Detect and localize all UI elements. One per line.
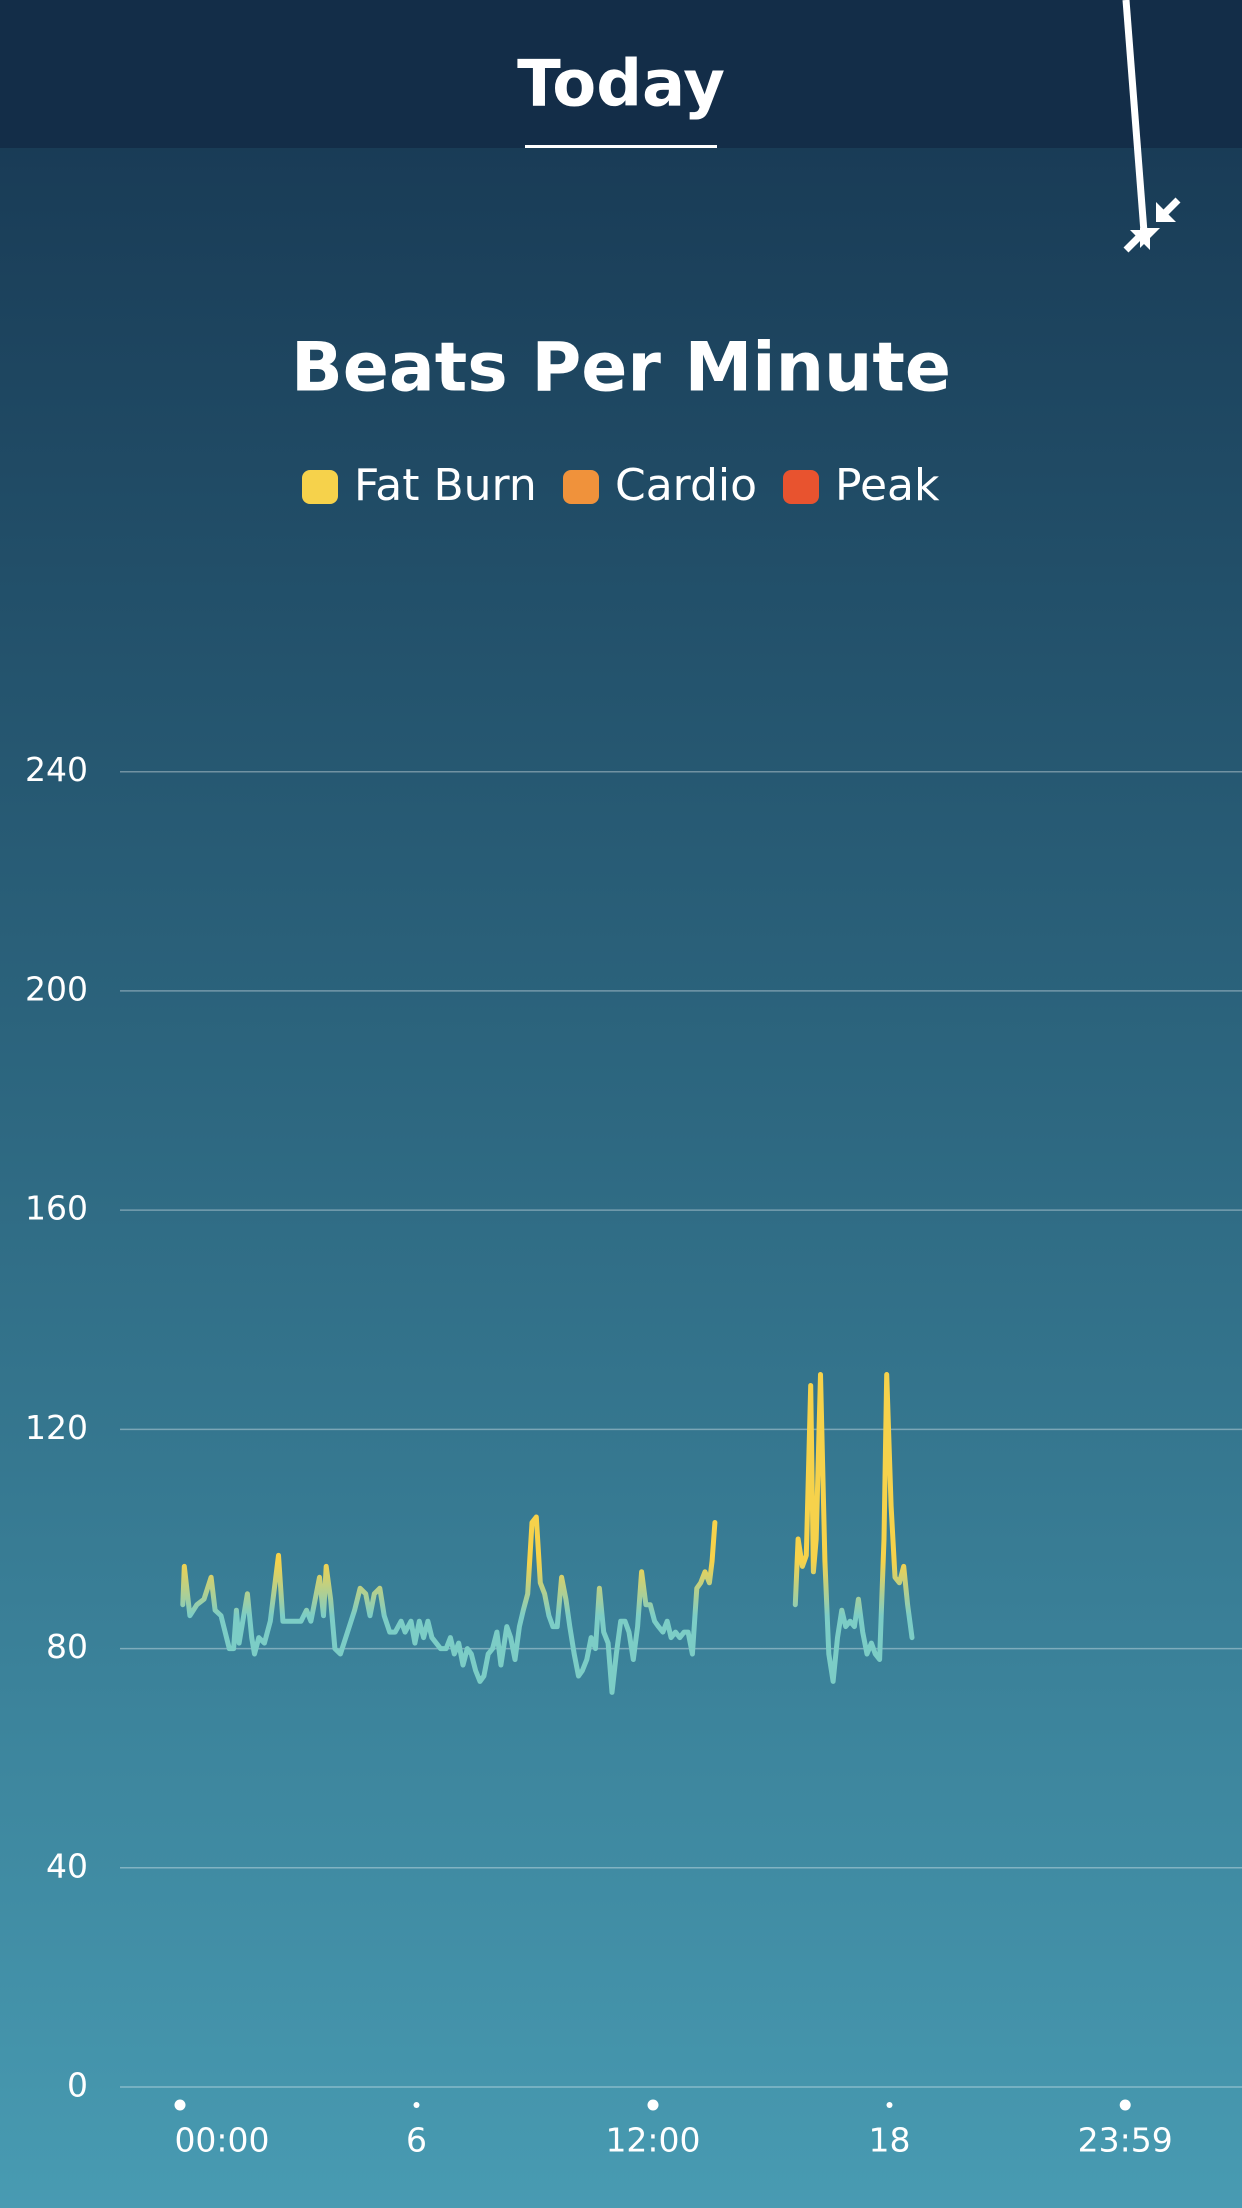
x-tick-dot xyxy=(886,2102,893,2108)
legend-item: Fat Burn xyxy=(302,460,537,511)
legend-swatch xyxy=(783,470,819,504)
x-tick-dot xyxy=(647,2099,659,2111)
x-tick-label: 12:00 xyxy=(605,2121,700,2160)
y-tick-label: 240 xyxy=(25,750,88,789)
y-tick-label: 120 xyxy=(25,1408,88,1447)
y-tick-label: 160 xyxy=(25,1189,88,1228)
collapse-button[interactable] xyxy=(1122,0,1181,253)
x-tick-dot xyxy=(1119,2099,1131,2111)
y-tick-label: 40 xyxy=(46,1846,88,1885)
heart-rate-line xyxy=(180,1372,915,1695)
chart-title: Beats Per Minute xyxy=(291,329,951,408)
x-tick-label: 6 xyxy=(406,2121,427,2160)
x-tick-label: 18 xyxy=(869,2121,911,2160)
legend-label: Peak xyxy=(835,460,940,511)
legend: Fat Burn Cardio Peak xyxy=(302,460,940,511)
x-tick-dot xyxy=(413,2102,420,2108)
x-tick-label: 23:59 xyxy=(1078,2121,1173,2160)
plot-area: 0 40 80 120 160 200 240 00:00 6 12:00 18 23:59 xyxy=(25,750,1242,2160)
legend-swatch xyxy=(302,470,338,504)
tab-today[interactable]: Today xyxy=(517,48,725,122)
tab-underline xyxy=(525,145,717,148)
header-bar xyxy=(0,0,1242,148)
legend-swatch xyxy=(563,470,599,504)
legend-label: Cardio xyxy=(615,460,757,511)
legend-item: Peak xyxy=(783,460,940,511)
x-tick-dot xyxy=(174,2099,186,2111)
legend-item: Cardio xyxy=(563,460,757,511)
y-tick-label: 0 xyxy=(67,2066,88,2105)
x-tick-label: 00:00 xyxy=(174,2121,269,2160)
y-tick-label: 200 xyxy=(25,969,88,1008)
legend-label: Fat Burn xyxy=(354,460,537,511)
y-tick-label: 80 xyxy=(46,1627,88,1666)
